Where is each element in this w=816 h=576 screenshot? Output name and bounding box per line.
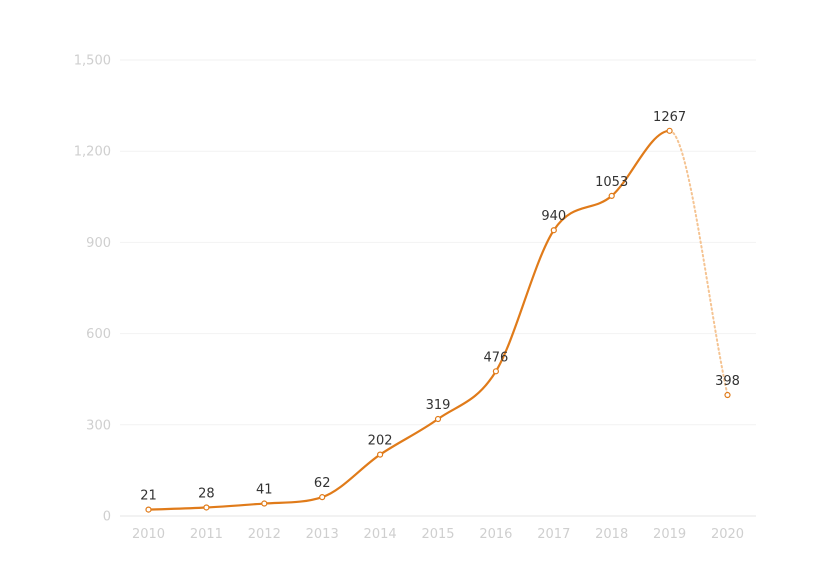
data-label-2019: 1267 <box>653 110 686 125</box>
data-point-2014 <box>377 451 384 458</box>
data-point-2017 <box>550 227 557 234</box>
x-tick-label: 2019 <box>653 527 686 542</box>
data-point-2010 <box>145 506 152 513</box>
y-tick-label: 0 <box>103 510 111 525</box>
series-line <box>147 129 671 511</box>
data-label-2013: 62 <box>314 476 331 491</box>
x-tick-label: 2020 <box>711 527 744 542</box>
data-point-2020 <box>724 391 731 399</box>
data-label-2014: 202 <box>368 434 393 449</box>
y-tick-label: 600 <box>86 327 111 342</box>
x-tick-label: 2010 <box>132 527 165 542</box>
series-group <box>147 129 729 511</box>
data-labels: 21 28 41 62 202 319 476 940 1053 1267 398 <box>140 110 740 504</box>
x-tick-label: 2016 <box>479 527 512 542</box>
data-label-2011: 28 <box>198 486 215 501</box>
x-axis-ticks: 2010 2011 2012 2013 2014 2015 2016 2017 2018 2019… <box>132 527 744 542</box>
data-point-2011 <box>203 504 210 511</box>
y-tick-label: 1,200 <box>74 145 111 160</box>
data-label-2012: 41 <box>256 483 273 498</box>
x-tick-label: 2011 <box>190 527 223 542</box>
data-point-2015 <box>434 415 442 423</box>
x-tick-label: 2014 <box>364 527 397 542</box>
data-point-2019 <box>666 127 673 134</box>
y-tick-label: 1,500 <box>74 54 111 69</box>
data-label-2015: 319 <box>426 398 451 413</box>
x-tick-label: 2013 <box>306 527 339 542</box>
data-points <box>145 127 731 513</box>
y-tick-label: 900 <box>86 236 111 251</box>
x-tick-label: 2018 <box>595 527 628 542</box>
data-label-2010: 21 <box>140 489 157 504</box>
y-tick-label: 300 <box>86 418 111 433</box>
data-label-2018: 1053 <box>595 175 628 190</box>
data-point-2018 <box>608 192 615 199</box>
data-point-2012 <box>261 500 268 507</box>
x-tick-label: 2012 <box>248 527 281 542</box>
y-axis-ticks: 0 300 600 900 1,200 1,500 <box>74 54 111 525</box>
data-label-2016: 476 <box>483 350 508 365</box>
x-tick-label: 2015 <box>421 527 454 542</box>
x-tick-label: 2017 <box>537 527 570 542</box>
series-line-projected <box>668 129 729 397</box>
data-label-2017: 940 <box>541 209 566 224</box>
data-point-2013 <box>319 494 326 501</box>
data-label-2020: 398 <box>715 374 740 389</box>
data-point-2016 <box>492 368 499 375</box>
grid-lines <box>120 59 756 517</box>
